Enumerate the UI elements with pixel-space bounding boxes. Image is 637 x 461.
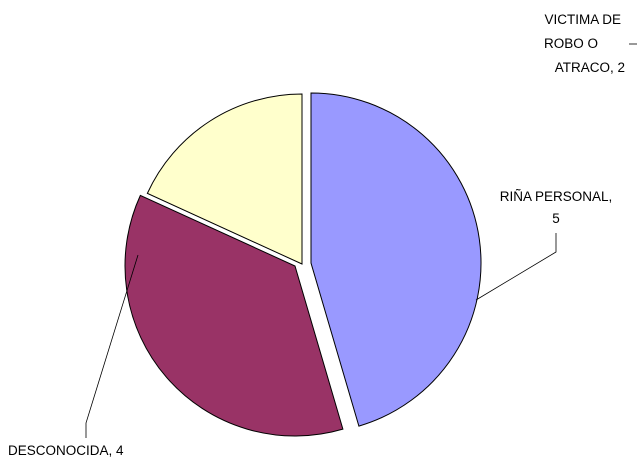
leader-lines	[85, 43, 637, 438]
slice-victima-robo-atraco	[146, 93, 303, 265]
label-victima-line1: VICTIMA DE	[544, 12, 621, 27]
label-rina-personal-line2: 5	[552, 211, 560, 226]
slice-desconocida	[124, 194, 344, 437]
label-victima-line3: ATRACO, 2	[555, 60, 625, 75]
pie-slices	[124, 92, 482, 437]
leader-rina-personal	[475, 233, 557, 301]
label-rina-personal-line1: RIÑA PERSONAL,	[500, 189, 613, 204]
slice-rina-personal	[310, 92, 482, 427]
data-labels: RIÑA PERSONAL, 5 DESCONOCIDA, 4 VICTIMA …	[8, 12, 625, 458]
leader-desconocida	[85, 254, 139, 438]
label-victima-line2: ROBO O	[544, 36, 598, 51]
label-desconocida: DESCONOCIDA, 4	[8, 443, 124, 458]
